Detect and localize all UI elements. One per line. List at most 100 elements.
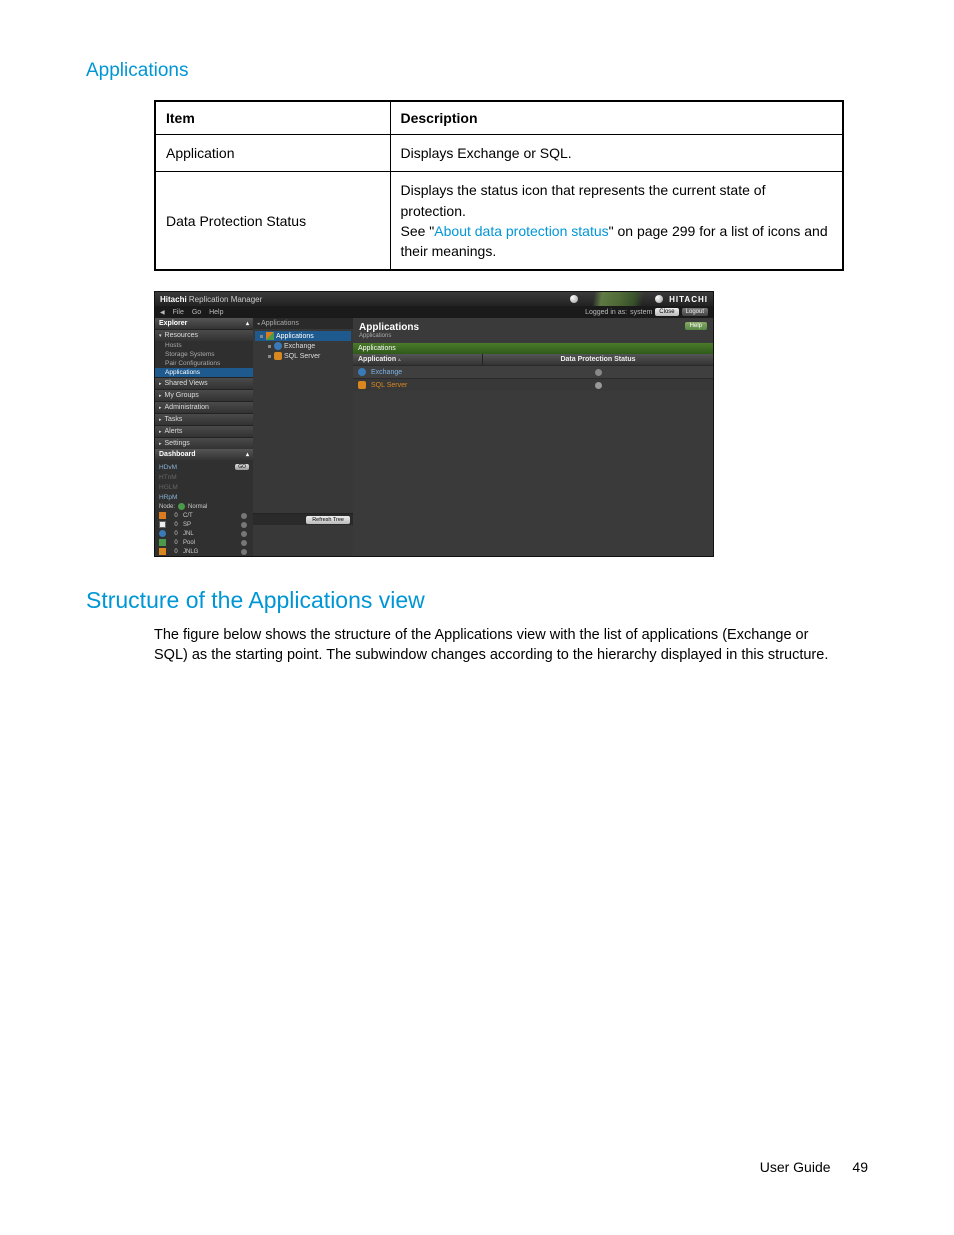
stat-label: Pool [183, 540, 195, 546]
my-groups-header[interactable]: ▸My Groups [155, 389, 253, 401]
dash-link-htnm: HTnM [159, 472, 249, 482]
apps-table-row[interactable]: Exchange [353, 365, 713, 378]
close-button[interactable]: Close [655, 308, 678, 316]
count-badge [241, 549, 247, 555]
cell-description: Displays the status icon that represents… [390, 172, 843, 271]
alerts-header[interactable]: ▸Alerts [155, 425, 253, 437]
tasks-label: Tasks [165, 416, 183, 423]
link-about-data-protection-status[interactable]: About data protection status [434, 223, 608, 239]
embedded-screenshot: Hitachi Replication Manager HITACHI ◀ Fi… [154, 291, 714, 557]
orb-icon [570, 295, 578, 303]
jnl-icon [159, 530, 166, 537]
resources-header[interactable]: ▾Resources [155, 329, 253, 341]
status-normal-icon [178, 503, 185, 510]
tree-breadcrumb-label: Applications [261, 320, 299, 327]
explorer-panel: Explorer ▴ ▾Resources Hosts Storage Syst… [155, 318, 253, 556]
login-user: system [630, 309, 652, 316]
dash-stat-row: 0JNL [159, 529, 249, 538]
tree-node-applications[interactable]: Applications [255, 331, 351, 341]
collapse-icon[interactable]: ▴ [246, 451, 249, 458]
tree-node-exchange[interactable]: Exchange [255, 341, 351, 351]
sqlserver-icon [274, 352, 282, 360]
shared-views-header[interactable]: ▸Shared Views [155, 377, 253, 389]
apps-table-row[interactable]: SQL Server [353, 378, 713, 391]
collapse-icon[interactable]: ▴ [246, 320, 249, 327]
settings-label: Settings [165, 440, 190, 447]
dash-link-hdvm[interactable]: HDvMGO [159, 462, 249, 472]
go-button[interactable]: GO [235, 464, 249, 470]
resources-label: Resources [165, 332, 198, 339]
dashboard-body: HDvMGO HTnM HGLM HRpM Node: Normal 0C/T … [155, 460, 253, 556]
administration-label: Administration [165, 404, 209, 411]
settings-header[interactable]: ▸Settings [155, 437, 253, 449]
content-header: Applications Applications [353, 318, 713, 343]
content-title: Applications [359, 322, 707, 333]
app-title-rest: Replication Manager [187, 295, 263, 304]
sp-icon [159, 521, 166, 528]
cell-app-exchange[interactable]: Exchange [353, 366, 483, 378]
refresh-tree-button[interactable]: Refresh Tree [306, 516, 350, 524]
decorative-swoosh [578, 292, 658, 306]
tree-node-sqlserver[interactable]: SQL Server [255, 351, 351, 361]
menu-file[interactable]: File [173, 309, 184, 316]
login-label: Logged in as: [585, 309, 627, 316]
tree-item-storage[interactable]: Storage Systems [155, 350, 253, 359]
stat-label: JNL [183, 531, 194, 537]
tree-node-label: SQL Server [284, 353, 320, 360]
apps-table-header: Applications [353, 343, 713, 354]
table-row: Data Protection Status Displays the stat… [155, 172, 843, 271]
dash-link-hrpm[interactable]: HRpM [159, 492, 249, 502]
pool-icon [159, 539, 166, 546]
applications-icon [266, 332, 274, 340]
back-icon[interactable]: ◀ [160, 310, 165, 316]
ct-icon [159, 512, 166, 519]
content-panel: Help Applications Applications Applicati… [353, 318, 713, 556]
sort-asc-icon: ▵ [398, 357, 401, 363]
stat-label: SP [183, 522, 191, 528]
count-badge [241, 513, 247, 519]
tree-item-applications-selected[interactable]: Applications [155, 368, 253, 377]
apps-table-columns: Application▵ Data Protection Status [353, 354, 713, 365]
stat-count: 0 [169, 540, 183, 546]
menu-help[interactable]: Help [209, 309, 223, 316]
exchange-icon [274, 342, 282, 350]
section-heading-structure: Structure of the Applications view [86, 587, 868, 614]
cell-status [483, 379, 713, 391]
explorer-header[interactable]: Explorer ▴ [155, 318, 253, 329]
tree-item-pair[interactable]: Pair Configurations [155, 359, 253, 368]
app-menubar: ◀ File Go Help Logged in as: system Clos… [155, 306, 713, 318]
structure-paragraph: The figure below shows the structure of … [154, 626, 844, 665]
stat-count: 0 [169, 513, 183, 519]
tree-node-label: Exchange [284, 343, 315, 350]
cell-app-sqlserver[interactable]: SQL Server [353, 379, 483, 391]
menu-go[interactable]: Go [192, 309, 201, 316]
stat-label: JNLG [183, 549, 198, 555]
chevron-right-icon: ▸ [159, 393, 162, 399]
cell-item: Application [155, 135, 390, 172]
tree-node-label: Applications [276, 333, 314, 340]
help-button[interactable]: Help [685, 322, 707, 330]
my-groups-label: My Groups [165, 392, 199, 399]
refresh-bar: Refresh Tree [253, 513, 353, 525]
brand-logo: HITACHI [669, 295, 708, 304]
dash-stat-row: 0SP [159, 520, 249, 529]
col-data-protection-status[interactable]: Data Protection Status [483, 354, 713, 365]
node-normal: Normal [188, 504, 207, 510]
chevron-right-icon: ▸ [159, 429, 162, 435]
stat-count: 0 [169, 549, 183, 555]
logout-button[interactable]: Logout [682, 308, 708, 316]
menu-right-group: Logged in as: system Close Logout [585, 308, 708, 316]
count-badge [241, 540, 247, 546]
col-application[interactable]: Application▵ [353, 354, 483, 365]
count-badge [241, 531, 247, 537]
tasks-header[interactable]: ▸Tasks [155, 413, 253, 425]
dashboard-header[interactable]: Dashboard ▴ [155, 449, 253, 460]
tree-item-hosts[interactable]: Hosts [155, 341, 253, 350]
cell-status [483, 366, 713, 378]
administration-header[interactable]: ▸Administration [155, 401, 253, 413]
chevron-right-icon: ▸ [159, 441, 162, 447]
chevron-right-icon: ▸ [159, 417, 162, 423]
stat-label: C/T [183, 513, 193, 519]
explorer-header-label: Explorer [159, 320, 187, 327]
items-description-table: Item Description Application Displays Ex… [154, 100, 844, 271]
